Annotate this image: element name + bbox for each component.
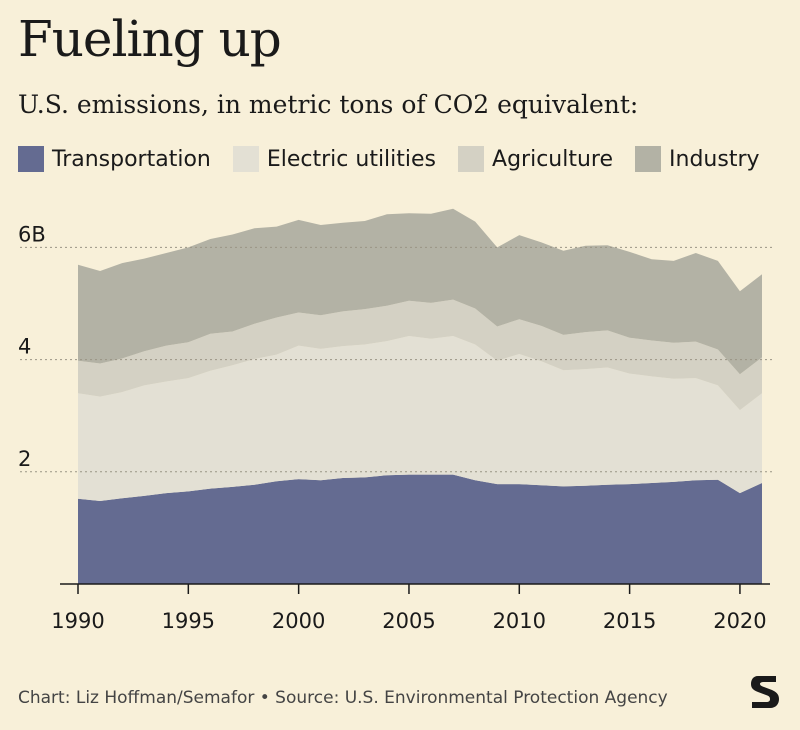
legend-label-agriculture: Agriculture [492, 146, 614, 172]
legend-swatch-transportation [18, 146, 44, 172]
area-electric-utilities [78, 336, 762, 501]
y-tick-label: 4 [18, 335, 31, 359]
chart-title: Fueling up [18, 10, 282, 68]
area-transportation [78, 474, 762, 584]
x-tick-label: 2000 [272, 609, 325, 633]
semafor-s-logo-icon [751, 676, 779, 708]
chart-subtitle: U.S. emissions, in metric tons of CO2 eq… [18, 90, 639, 119]
x-tick-label: 2005 [382, 609, 435, 633]
x-tick-label: 2010 [493, 609, 546, 633]
area-industry [78, 208, 762, 375]
legend-swatch-industry [635, 146, 662, 172]
stacked-area-chart: 2 4 6B 1990 1995 2000 2005 2010 2015 2020 [18, 208, 772, 633]
y-tick-label: 6B [18, 222, 46, 246]
legend-swatch-electric-utilities [232, 146, 259, 172]
legend: Transportation Electric utilities Agricu… [18, 146, 782, 172]
source-credit: Chart: Liz Hoffman/Semafor • Source: U.S… [18, 688, 668, 708]
legend-label-transportation: Transportation [52, 146, 211, 172]
x-tick-label: 1995 [162, 609, 215, 633]
y-tick-label: 2 [18, 447, 31, 471]
legend-item-electric-utilities: Electric utilities [232, 146, 437, 172]
legend-item-agriculture: Agriculture [458, 146, 613, 172]
legend-label-industry: Industry [669, 146, 760, 172]
x-tick-label: 1990 [51, 609, 104, 633]
area-agriculture [78, 299, 762, 411]
legend-label-electric-utilities: Electric utilities [266, 146, 437, 172]
legend-item-transportation: Transportation [18, 146, 211, 172]
legend-item-industry: Industry [635, 146, 760, 172]
x-tick-label: 2015 [603, 609, 656, 633]
legend-swatch-agriculture [458, 146, 485, 172]
x-tick-label: 2020 [713, 609, 766, 633]
